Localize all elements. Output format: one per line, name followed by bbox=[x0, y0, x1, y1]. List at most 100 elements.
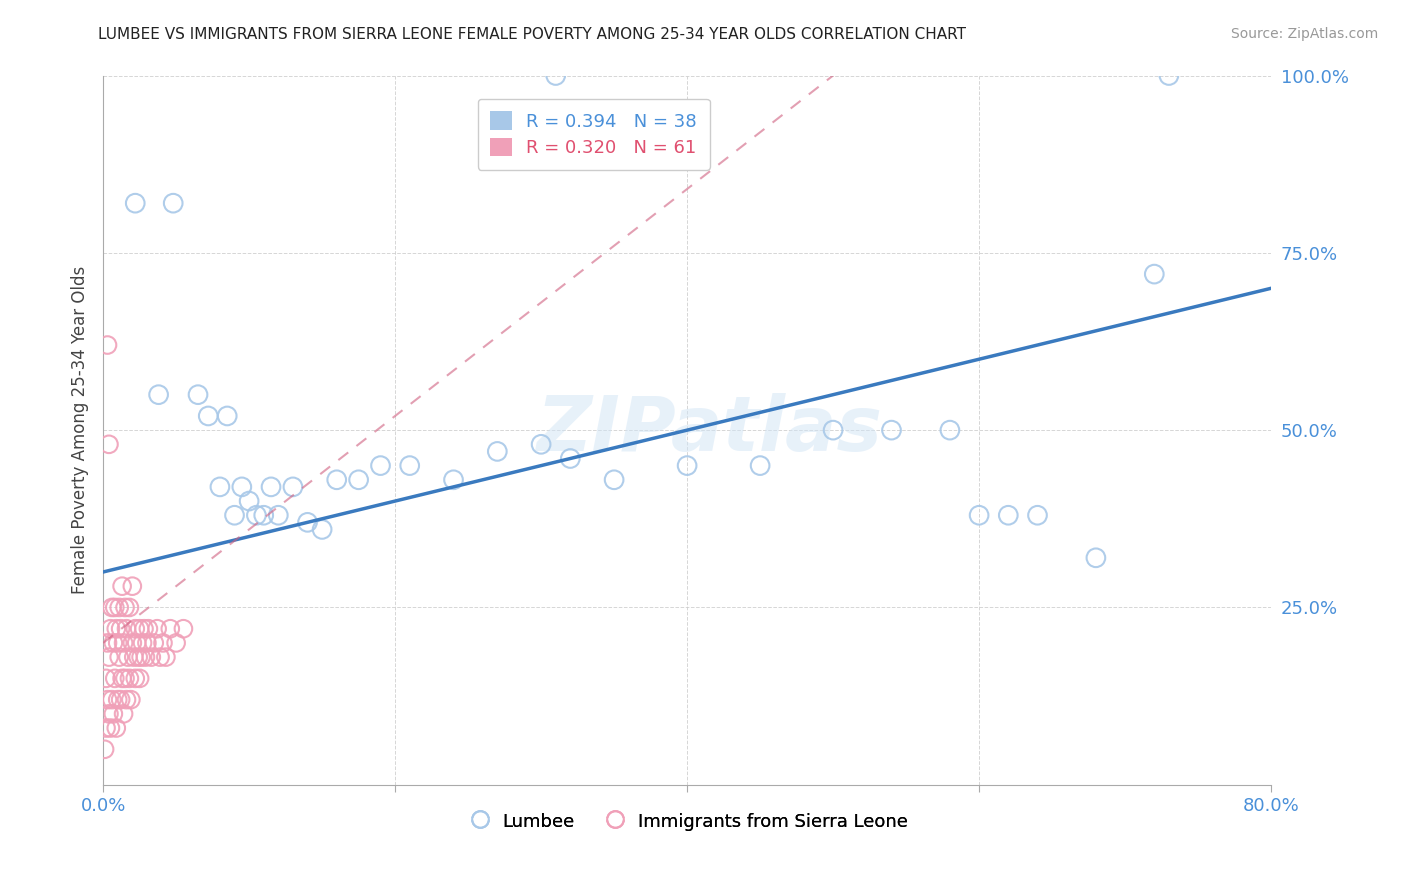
Point bbox=[108, 600, 131, 615]
Point bbox=[110, 692, 132, 706]
Point bbox=[238, 494, 260, 508]
Point bbox=[146, 622, 169, 636]
Point bbox=[134, 650, 156, 665]
Point bbox=[138, 622, 160, 636]
Point bbox=[939, 423, 962, 437]
Point bbox=[676, 458, 699, 473]
Point bbox=[281, 480, 304, 494]
Point bbox=[115, 622, 138, 636]
Point bbox=[159, 622, 181, 636]
Point bbox=[231, 480, 253, 494]
Point bbox=[121, 579, 143, 593]
Point bbox=[117, 650, 139, 665]
Point bbox=[267, 508, 290, 523]
Point bbox=[114, 672, 136, 686]
Point bbox=[162, 196, 184, 211]
Point bbox=[253, 508, 276, 523]
Point bbox=[311, 523, 333, 537]
Point bbox=[103, 706, 125, 721]
Point bbox=[136, 636, 159, 650]
Point bbox=[560, 451, 582, 466]
Point bbox=[122, 650, 145, 665]
Point bbox=[124, 196, 146, 211]
Point bbox=[112, 706, 135, 721]
Point bbox=[100, 622, 122, 636]
Point bbox=[124, 622, 146, 636]
Point bbox=[880, 423, 903, 437]
Point bbox=[114, 600, 136, 615]
Point bbox=[101, 692, 124, 706]
Point bbox=[94, 672, 117, 686]
Point bbox=[115, 692, 138, 706]
Point bbox=[108, 650, 131, 665]
Point bbox=[112, 636, 135, 650]
Point bbox=[98, 706, 121, 721]
Point bbox=[997, 508, 1019, 523]
Point bbox=[325, 473, 347, 487]
Point bbox=[105, 622, 128, 636]
Y-axis label: Female Poverty Among 25-34 Year Olds: Female Poverty Among 25-34 Year Olds bbox=[72, 266, 89, 594]
Point bbox=[127, 650, 149, 665]
Point bbox=[103, 636, 125, 650]
Point bbox=[172, 622, 194, 636]
Point bbox=[101, 600, 124, 615]
Point bbox=[110, 622, 132, 636]
Text: ZIPatlas: ZIPatlas bbox=[537, 393, 883, 467]
Point bbox=[967, 508, 990, 523]
Point bbox=[165, 636, 187, 650]
Point bbox=[143, 636, 166, 650]
Point bbox=[398, 458, 420, 473]
Point bbox=[1084, 550, 1107, 565]
Point bbox=[148, 387, 170, 401]
Point bbox=[104, 672, 127, 686]
Point bbox=[1143, 267, 1166, 281]
Point bbox=[104, 600, 127, 615]
Point bbox=[120, 692, 142, 706]
Point bbox=[208, 480, 231, 494]
Point bbox=[96, 338, 118, 352]
Legend: Lumbee, Immigrants from Sierra Leone: Lumbee, Immigrants from Sierra Leone bbox=[460, 803, 915, 839]
Point bbox=[107, 636, 129, 650]
Point bbox=[125, 636, 148, 650]
Point bbox=[107, 692, 129, 706]
Point bbox=[118, 672, 141, 686]
Point bbox=[132, 622, 155, 636]
Point bbox=[260, 480, 283, 494]
Point bbox=[141, 650, 163, 665]
Point bbox=[603, 473, 626, 487]
Point bbox=[297, 516, 319, 530]
Point bbox=[152, 636, 174, 650]
Point bbox=[530, 437, 553, 451]
Point bbox=[197, 409, 219, 423]
Point bbox=[1026, 508, 1049, 523]
Point bbox=[749, 458, 772, 473]
Point bbox=[128, 672, 150, 686]
Point bbox=[245, 508, 267, 523]
Point bbox=[486, 444, 509, 458]
Point bbox=[100, 721, 122, 735]
Point bbox=[111, 579, 134, 593]
Point bbox=[823, 423, 845, 437]
Point bbox=[96, 636, 118, 650]
Point bbox=[124, 672, 146, 686]
Text: LUMBEE VS IMMIGRANTS FROM SIERRA LEONE FEMALE POVERTY AMONG 25-34 YEAR OLDS CORR: LUMBEE VS IMMIGRANTS FROM SIERRA LEONE F… bbox=[98, 27, 966, 42]
Point bbox=[93, 742, 115, 756]
Point bbox=[94, 721, 117, 735]
Point bbox=[370, 458, 392, 473]
Point bbox=[217, 409, 239, 423]
Point bbox=[187, 387, 209, 401]
Point bbox=[105, 721, 128, 735]
Point bbox=[129, 650, 152, 665]
Point bbox=[98, 650, 121, 665]
Point bbox=[131, 636, 153, 650]
Point bbox=[111, 672, 134, 686]
Point bbox=[1157, 69, 1180, 83]
Point bbox=[347, 473, 370, 487]
Point bbox=[149, 650, 172, 665]
Point bbox=[224, 508, 246, 523]
Text: Source: ZipAtlas.com: Source: ZipAtlas.com bbox=[1230, 27, 1378, 41]
Point bbox=[155, 650, 177, 665]
Point bbox=[121, 636, 143, 650]
Point bbox=[544, 69, 567, 83]
Point bbox=[96, 692, 118, 706]
